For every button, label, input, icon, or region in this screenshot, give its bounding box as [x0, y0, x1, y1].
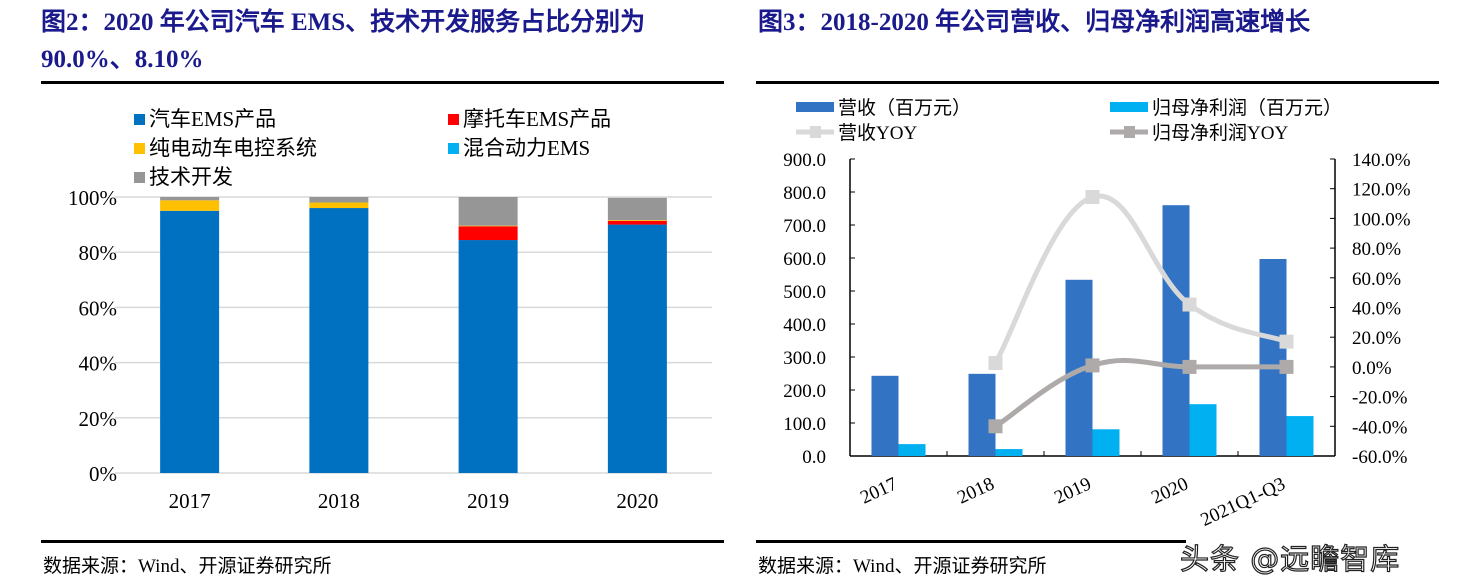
right-combo-chart: 营收（百万元） 归母净利润（百万元） 营收YOY 归母净利润YOY 0.0 100.0 20… — [783, 97, 1411, 531]
right-chart-title: 图3：2018-2020 年公司营收、归母净利润高速增长 — [758, 9, 1311, 36]
legend-marker-1 — [1124, 126, 1135, 138]
legend-swatch-4 — [134, 172, 145, 183]
left-tick-label: 300.0 — [783, 348, 826, 369]
left-tick-label: 100.0 — [783, 414, 826, 435]
bar-segment — [607, 220, 667, 222]
bar-segment — [160, 210, 220, 474]
watermark: 头条 @远瞻智库 — [1179, 541, 1401, 576]
bar-segment — [458, 225, 518, 227]
bar-segment — [309, 208, 369, 473]
bar-segment — [607, 224, 667, 473]
right-tick-label: 60.0% — [1352, 269, 1401, 290]
y-tick-label: 80% — [79, 241, 118, 265]
x-tick-label: 2021Q1-Q3 — [1197, 473, 1288, 530]
line-marker-1 — [988, 419, 1003, 434]
bar-segment — [458, 240, 518, 473]
bar-1 — [1286, 416, 1314, 456]
line-series-0 — [993, 193, 1288, 365]
legend-label-2: 纯电动车电控系统 — [149, 136, 317, 160]
x-tick-label: 2017 — [169, 489, 211, 513]
right-tick-label: 40.0% — [1352, 299, 1401, 320]
left-tick-label: 900.0 — [783, 150, 826, 171]
right-tick-label: 0.0% — [1352, 358, 1392, 379]
bar-segment — [309, 202, 369, 209]
right-tick-label: -60.0% — [1352, 447, 1408, 468]
y-tick-label: 0% — [89, 462, 117, 486]
x-tick-label: 2020 — [616, 489, 658, 513]
bar-0 — [1162, 205, 1190, 456]
left-tick-label: 400.0 — [783, 315, 826, 336]
right-tick-label: 20.0% — [1352, 328, 1401, 349]
line-marker-0 — [1085, 190, 1100, 205]
y-tick-label: 40% — [79, 352, 118, 376]
bar-segment — [458, 226, 518, 241]
bar-segment — [309, 197, 369, 203]
bar-segment — [160, 200, 220, 211]
bar-0 — [1259, 258, 1287, 456]
left-tick-label: 0.0 — [802, 447, 826, 468]
legend-swatch-3 — [448, 143, 459, 154]
bar-1 — [1092, 429, 1120, 456]
line-marker-1 — [1182, 359, 1197, 374]
bar-segment — [458, 197, 518, 226]
x-tick-label: 2017 — [857, 473, 900, 508]
right-tick-label: -40.0% — [1352, 417, 1408, 438]
bar-1 — [1189, 404, 1217, 456]
legend-label-line-1: 归母净利润YOY — [1152, 122, 1288, 144]
legend-label-bar-1: 归母净利润（百万元） — [1152, 97, 1342, 119]
left-tick-label: 500.0 — [783, 282, 826, 303]
x-tick-label: 2019 — [467, 489, 509, 513]
legend-label-4: 技术开发 — [149, 165, 233, 189]
right-top-rule — [756, 81, 1439, 84]
left-tick-label: 800.0 — [783, 183, 826, 204]
left-tick-label: 600.0 — [783, 249, 826, 270]
line-marker-0 — [988, 356, 1003, 371]
legend-marker-0 — [810, 126, 821, 138]
x-tick-label: 2018 — [318, 489, 360, 513]
x-tick-label: 2018 — [954, 473, 997, 508]
left-tick-label: 700.0 — [783, 216, 826, 237]
left-bottom-rule — [41, 540, 724, 543]
right-bottom-rule — [756, 540, 1186, 543]
left-tick-label: 200.0 — [783, 381, 826, 402]
legend-label-bar-0: 营收（百万元） — [838, 97, 971, 119]
bar-1 — [995, 449, 1023, 456]
right-tick-label: -20.0% — [1352, 388, 1408, 409]
bar-0 — [871, 375, 899, 456]
right-tick-label: 120.0% — [1352, 180, 1411, 201]
legend-swatch-2 — [134, 143, 145, 154]
y-tick-label: 20% — [79, 407, 118, 431]
legend-swatch-1 — [448, 114, 459, 125]
bar-0 — [968, 373, 996, 456]
legend-swatch-0 — [134, 114, 145, 125]
right-tick-label: 80.0% — [1352, 239, 1401, 260]
y-tick-label: 100% — [68, 186, 117, 210]
left-source-note: 数据来源：Wind、开源证券研究所 — [43, 556, 332, 577]
x-tick-label: 2019 — [1051, 473, 1094, 508]
y-tick-label: 60% — [79, 296, 118, 320]
line-marker-1 — [1279, 359, 1294, 374]
legend-label-line-0: 营收YOY — [838, 122, 917, 144]
right-tick-label: 140.0% — [1352, 150, 1411, 171]
left-top-rule — [41, 81, 724, 84]
bar-1 — [898, 444, 926, 456]
line-marker-0 — [1279, 334, 1294, 349]
legend-label-3: 混合动力EMS — [463, 136, 590, 160]
left-chart-title: 图2：2020 年公司汽车 EMS、技术开发服务占比分别为 90.0%、8.10… — [41, 9, 646, 73]
line-marker-0 — [1182, 297, 1197, 312]
bar-segment — [607, 221, 667, 225]
legend-swatch-bar-1 — [1110, 102, 1148, 112]
line-series-1 — [994, 357, 1287, 429]
right-tick-label: 100.0% — [1352, 209, 1411, 230]
x-tick-label: 2020 — [1148, 473, 1191, 508]
line-marker-1 — [1085, 358, 1100, 373]
legend-label-1: 摩托车EMS产品 — [463, 107, 611, 131]
legend-swatch-bar-0 — [796, 102, 834, 112]
bar-segment — [160, 197, 220, 201]
right-source-note: 数据来源：Wind、开源证券研究所 — [758, 556, 1047, 577]
bar-segment — [607, 197, 667, 221]
legend-label-0: 汽车EMS产品 — [149, 107, 276, 131]
